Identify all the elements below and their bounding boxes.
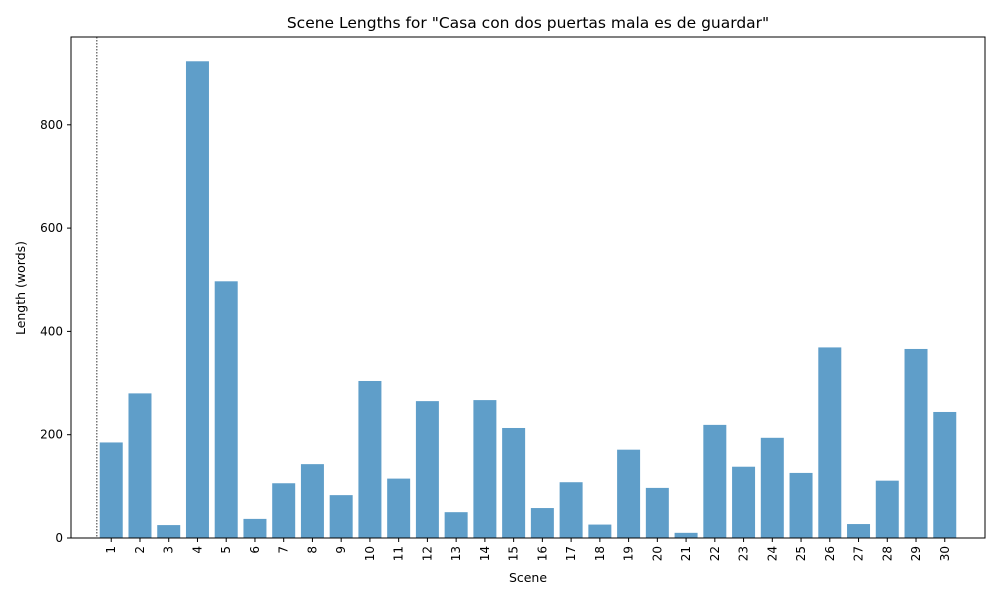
bar-scene-19 — [617, 449, 641, 538]
x-tick-label: 14 — [478, 546, 492, 561]
bar-scene-11 — [387, 478, 411, 538]
bar-scene-25 — [789, 472, 813, 538]
x-tick-label: 28 — [880, 546, 894, 561]
bar-scene-3 — [157, 525, 181, 538]
bar-scene-6 — [243, 518, 267, 538]
bar-scene-17 — [559, 482, 583, 538]
bar-scene-29 — [904, 348, 928, 538]
bar-scene-4 — [185, 61, 209, 538]
y-tick-label: 200 — [40, 428, 63, 442]
x-tick-label: 2 — [133, 546, 147, 554]
bar-scene-26 — [818, 347, 842, 538]
bar-scene-1 — [99, 442, 123, 538]
bar-scene-22 — [703, 424, 727, 538]
x-tick-label: 29 — [909, 546, 923, 561]
bar-scene-7 — [272, 483, 296, 538]
x-tick-label: 24 — [765, 546, 779, 561]
x-tick-label: 10 — [363, 546, 377, 561]
x-tick-label: 20 — [650, 546, 664, 561]
x-tick-label: 9 — [334, 546, 348, 554]
x-tick-label: 3 — [162, 546, 176, 554]
bar-scene-8 — [300, 464, 324, 538]
bar-scene-10 — [358, 380, 382, 538]
x-tick-label: 12 — [420, 546, 434, 561]
bar-scene-18 — [588, 524, 612, 538]
x-tick-label: 15 — [507, 546, 521, 561]
bar-scene-23 — [732, 466, 756, 538]
bars-group — [99, 61, 957, 538]
plot-frame — [70, 36, 986, 539]
y-axis: 0 200 400 600 800 — [40, 118, 71, 545]
bar-scene-24 — [760, 437, 784, 538]
x-tick-label: 7 — [277, 546, 291, 554]
bar-scene-9 — [329, 495, 353, 538]
chart-title: Scene Lengths for "Casa con dos puertas … — [287, 14, 769, 32]
bar-scene-16 — [530, 508, 554, 538]
x-tick-label: 21 — [679, 546, 693, 561]
x-tick-label: 26 — [823, 546, 837, 561]
x-axis-label: Scene — [509, 570, 547, 585]
x-tick-label: 25 — [794, 546, 808, 561]
bar-scene-30 — [933, 411, 957, 538]
y-tick-label: 800 — [40, 118, 63, 132]
x-axis: 1 2 3 4 5 6 7 8 9 10 11 12 13 14 15 16 17 18 19 20 21 22 23 24 2… — [104, 538, 952, 561]
x-tick-label: 1 — [104, 546, 118, 554]
x-tick-label: 30 — [938, 546, 952, 561]
x-tick-label: 4 — [190, 546, 204, 554]
x-tick-label: 5 — [219, 546, 233, 554]
x-tick-label: 19 — [622, 546, 636, 561]
x-tick-label: 27 — [852, 546, 866, 561]
bar-scene-14 — [473, 400, 497, 538]
x-tick-label: 18 — [593, 546, 607, 561]
bar-scene-2 — [128, 393, 152, 538]
x-tick-label: 13 — [449, 546, 463, 561]
y-tick-label: 400 — [40, 324, 63, 338]
x-tick-label: 23 — [737, 546, 751, 561]
bar-scene-12 — [415, 401, 439, 538]
bar-scene-5 — [214, 281, 238, 538]
y-tick-label: 0 — [55, 531, 63, 545]
x-tick-label: 16 — [535, 546, 549, 561]
x-tick-label: 11 — [392, 546, 406, 561]
y-axis-label: Length (words) — [13, 241, 28, 335]
bar-scene-13 — [444, 512, 468, 538]
bar-scene-21 — [674, 532, 698, 538]
x-tick-label: 22 — [708, 546, 722, 561]
bar-scene-20 — [645, 487, 669, 538]
x-tick-label: 8 — [305, 546, 319, 554]
x-tick-label: 17 — [564, 546, 578, 561]
x-tick-label: 6 — [248, 546, 262, 554]
bar-scene-15 — [502, 427, 526, 538]
y-tick-label: 600 — [40, 221, 63, 235]
bar-scene-27 — [847, 524, 871, 538]
bar-scene-28 — [875, 480, 899, 538]
